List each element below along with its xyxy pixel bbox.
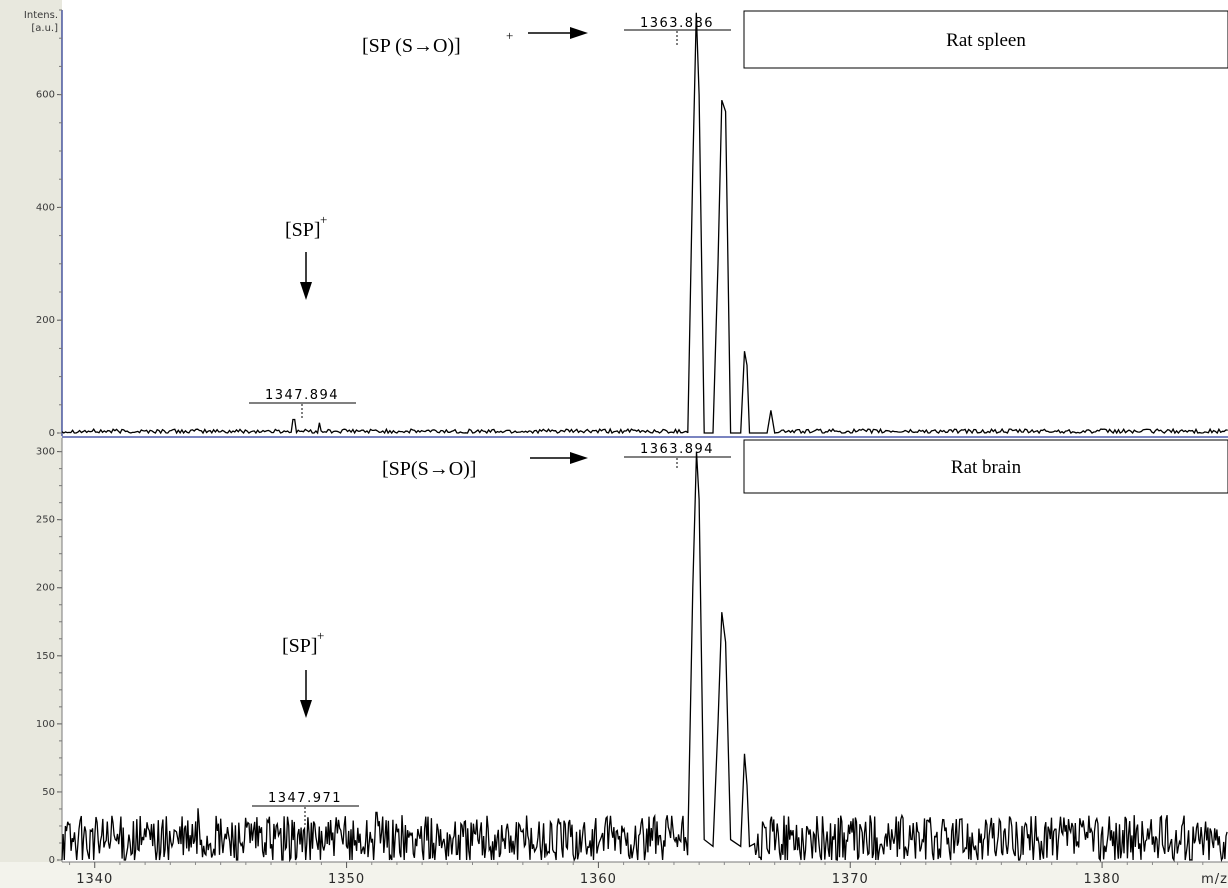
x-ticks: 1340 1350 1360 1370 1380 <box>69 862 1204 887</box>
bottom-minor-annotation: [SP] <box>282 635 318 657</box>
bottom-main-peak-label: 1363.894 <box>640 442 714 457</box>
top-main-annotation: [SP (S→O)] <box>362 35 461 57</box>
y-axis-label: Intens. <box>24 10 58 21</box>
top-spectrum-trace <box>61 12 1228 435</box>
bottom-axis-strip <box>0 862 1228 888</box>
x-axis-label: m/z <box>1201 872 1228 887</box>
top-y-tick-label: 0 <box>49 428 55 439</box>
x-tick-label: 1340 <box>76 872 113 887</box>
bottom-minor-peak-label: 1347.971 <box>268 791 342 806</box>
top-y-tick-label: 400 <box>36 202 55 213</box>
x-tick-label: 1370 <box>832 872 869 887</box>
top-y-tick-label: 200 <box>36 315 55 326</box>
bottom-y-tick-label: 200 <box>36 583 55 594</box>
bottom-panel-title-box <box>743 439 1228 494</box>
top-minor-peak-label: 1347.894 <box>265 388 339 403</box>
bottom-main-annotation: [SP(S→O)] <box>382 458 476 480</box>
bottom-y-tick-label: 150 <box>36 651 55 662</box>
x-tick-label: 1380 <box>1084 872 1121 887</box>
left-axis-strip <box>0 0 62 888</box>
bottom-y-tick-label: 300 <box>36 447 55 458</box>
bottom-y-ticks: 0 50 100 150 200 250 300 <box>36 447 62 866</box>
bottom-y-tick-label: 50 <box>42 787 55 798</box>
bottom-y-tick-label: 0 <box>49 855 55 866</box>
bottom-minor-arrow <box>300 670 312 718</box>
top-main-peak-label: 1363.886 <box>640 16 714 31</box>
bottom-spectrum-trace <box>61 451 1228 863</box>
bottom-main-arrow <box>530 452 588 464</box>
x-tick-label: 1350 <box>328 872 365 887</box>
top-minor-arrow <box>300 252 312 300</box>
top-panel-title-box <box>743 10 1228 69</box>
top-panel-title: Rat spleen <box>946 30 1026 51</box>
bottom-panel-title: Rat brain <box>951 457 1022 478</box>
bottom-y-tick-label: 250 <box>36 515 55 526</box>
bottom-y-tick-label: 100 <box>36 719 55 730</box>
top-y-ticks: 0 200 400 600 <box>36 9 62 439</box>
top-y-tick-label: 600 <box>36 90 55 101</box>
top-minor-annotation: [SP] <box>285 219 321 241</box>
top-minor-annotation-sup: + <box>320 212 327 227</box>
top-main-arrow <box>528 27 588 39</box>
y-axis-unit: [a.u.] <box>31 23 58 34</box>
bottom-minor-annotation-sup: + <box>317 628 324 643</box>
x-tick-label: 1360 <box>580 872 617 887</box>
top-main-annotation-sup: + <box>506 28 513 43</box>
